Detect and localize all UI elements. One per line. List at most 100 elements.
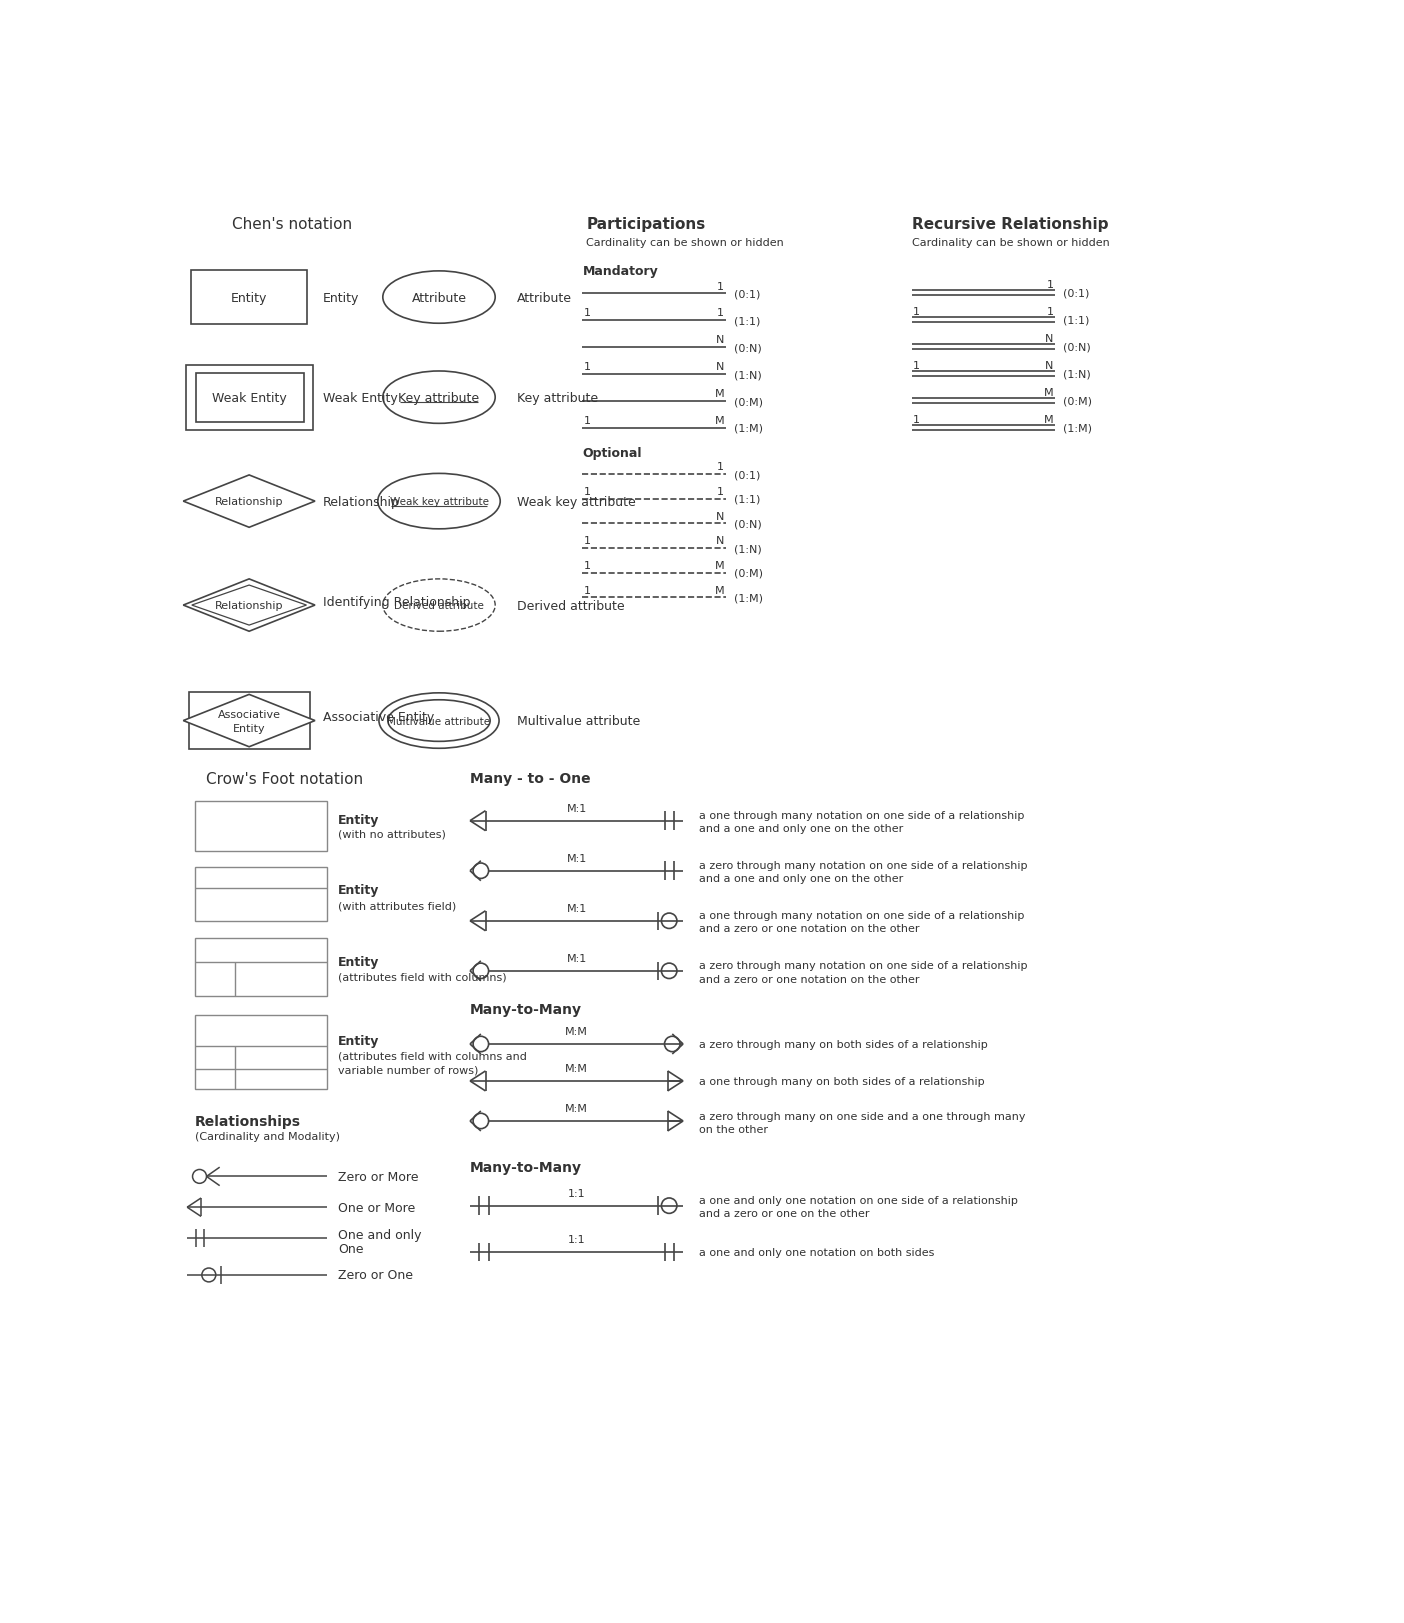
Text: (1:1): (1:1) (1063, 315, 1090, 325)
Polygon shape (184, 695, 314, 747)
Text: Key attribute: Key attribute (399, 391, 480, 404)
Text: Entity: Entity (230, 292, 267, 305)
Text: N: N (1045, 360, 1053, 370)
Text: Zero or One: Zero or One (338, 1269, 413, 1282)
Text: a zero through many notation on one side of a relationship: a zero through many notation on one side… (699, 961, 1028, 971)
Text: One: One (338, 1242, 364, 1255)
Text: Entity: Entity (323, 292, 359, 305)
Text: 1:1: 1:1 (567, 1233, 585, 1243)
Text: Mandatory: Mandatory (583, 265, 658, 278)
Text: Attribute: Attribute (411, 292, 466, 305)
Text: 1: 1 (584, 536, 591, 545)
Text: Weak key attribute: Weak key attribute (389, 497, 489, 506)
Text: M:1: M:1 (566, 803, 587, 813)
Text: a one through many notation on one side of a relationship: a one through many notation on one side … (699, 812, 1024, 821)
Text: (0:M): (0:M) (1063, 396, 1092, 406)
Text: a zero through many on both sides of a relationship: a zero through many on both sides of a r… (699, 1039, 987, 1050)
Polygon shape (192, 586, 306, 626)
Text: (1:1): (1:1) (733, 495, 760, 505)
Text: Many - to - One: Many - to - One (470, 773, 591, 786)
Text: Optional: Optional (583, 446, 642, 459)
Text: (0:N): (0:N) (733, 519, 761, 529)
Text: 1: 1 (717, 463, 724, 472)
Text: and a one and only one on the other: and a one and only one on the other (699, 873, 903, 885)
Text: and a zero or one on the other: and a zero or one on the other (699, 1209, 869, 1219)
Text: 1:1: 1:1 (567, 1188, 585, 1198)
Text: M: M (715, 586, 724, 596)
Text: (with no attributes): (with no attributes) (338, 829, 446, 839)
Text: N: N (716, 536, 724, 545)
Text: One and only: One and only (338, 1229, 421, 1242)
Text: (with attributes field): (with attributes field) (338, 901, 456, 911)
Text: (0:1): (0:1) (1063, 289, 1090, 299)
Text: (0:M): (0:M) (733, 396, 762, 407)
Text: N: N (716, 336, 724, 346)
Text: (1:M): (1:M) (733, 592, 762, 604)
Text: Identifying Relationship: Identifying Relationship (323, 596, 470, 609)
Text: 1: 1 (584, 415, 591, 425)
Bar (195, 1016, 327, 1089)
Text: and a zero or one notation on the other: and a zero or one notation on the other (699, 974, 920, 984)
Text: 1: 1 (717, 487, 724, 497)
Text: (1:N): (1:N) (733, 544, 761, 553)
Text: Entity: Entity (338, 956, 379, 969)
Text: Cardinality can be shown or hidden: Cardinality can be shown or hidden (911, 237, 1109, 247)
Text: M: M (715, 390, 724, 399)
Bar (191, 271, 307, 325)
Bar (195, 373, 305, 422)
Text: Entity: Entity (338, 885, 379, 898)
Ellipse shape (379, 693, 498, 748)
Text: Associative: Associative (218, 709, 281, 721)
Text: 1: 1 (913, 307, 920, 316)
Text: Many-to-Many: Many-to-Many (470, 1003, 583, 1016)
Text: M: M (715, 560, 724, 571)
Text: a zero through many notation on one side of a relationship: a zero through many notation on one side… (699, 860, 1028, 872)
Text: (0:1): (0:1) (733, 289, 760, 299)
Text: (attributes field with columns): (attributes field with columns) (338, 972, 507, 982)
Text: Cardinality can be shown or hidden: Cardinality can be shown or hidden (587, 237, 783, 247)
Text: on the other: on the other (699, 1125, 768, 1134)
Ellipse shape (383, 372, 496, 424)
Text: Recursive Relationship: Recursive Relationship (911, 217, 1108, 232)
Text: N: N (716, 511, 724, 521)
Text: Associative Entity: Associative Entity (323, 711, 434, 724)
Text: 1: 1 (717, 308, 724, 318)
Text: (1:N): (1:N) (1063, 368, 1091, 380)
Bar (195, 802, 327, 852)
Text: (attributes field with columns and: (attributes field with columns and (338, 1050, 526, 1061)
Text: M:1: M:1 (566, 854, 587, 863)
Ellipse shape (383, 271, 496, 325)
Text: Weak Entity: Weak Entity (212, 391, 286, 404)
Text: (1:M): (1:M) (733, 424, 762, 433)
Text: Weak key attribute: Weak key attribute (517, 495, 635, 508)
Text: N: N (716, 362, 724, 372)
Text: Entity: Entity (233, 724, 265, 734)
Text: Zero or More: Zero or More (338, 1170, 418, 1183)
Polygon shape (184, 579, 314, 631)
Text: (Cardinality and Modality): (Cardinality and Modality) (195, 1131, 340, 1141)
Text: (1:N): (1:N) (733, 370, 761, 380)
Text: Entity: Entity (338, 813, 379, 826)
Text: Multivalue attribute: Multivalue attribute (388, 716, 490, 725)
Text: Multivalue attribute: Multivalue attribute (517, 714, 640, 727)
Ellipse shape (383, 579, 496, 631)
Text: 1: 1 (584, 586, 591, 596)
Text: variable number of rows): variable number of rows) (338, 1065, 479, 1074)
Text: 1: 1 (913, 360, 920, 370)
Text: 1: 1 (584, 308, 591, 318)
Text: a zero through many on one side and a one through many: a zero through many on one side and a on… (699, 1110, 1025, 1121)
Text: 1: 1 (584, 362, 591, 372)
Text: Relationship: Relationship (215, 601, 284, 610)
Text: Entity: Entity (338, 1034, 379, 1047)
Text: M:M: M:M (566, 1104, 588, 1113)
Text: M:M: M:M (566, 1026, 588, 1035)
Bar (195, 938, 327, 997)
Text: 1: 1 (717, 281, 724, 292)
Text: Relationship: Relationship (215, 497, 284, 506)
Text: M: M (715, 415, 724, 425)
Text: Many-to-Many: Many-to-Many (470, 1160, 583, 1175)
Text: M:M: M:M (566, 1063, 588, 1073)
Bar (188, 693, 309, 750)
Bar (187, 365, 313, 430)
Text: Crow's Foot notation: Crow's Foot notation (206, 771, 364, 786)
